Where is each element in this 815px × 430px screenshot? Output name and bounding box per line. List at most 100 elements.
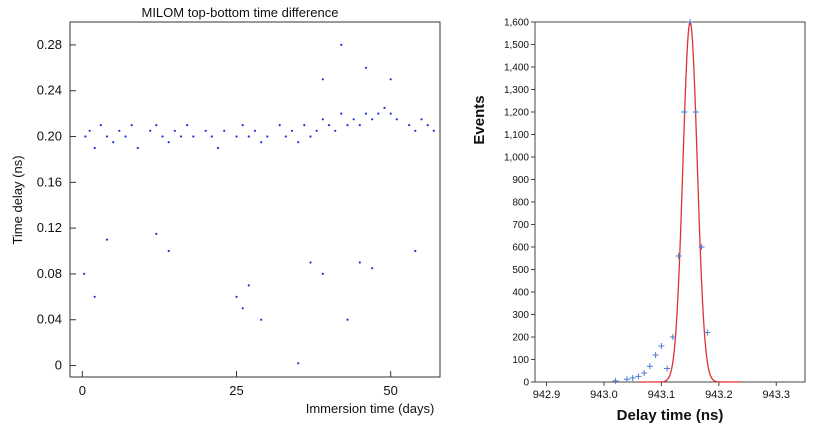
scatter-point-46 (389, 112, 392, 115)
scatter-point-61 (260, 318, 263, 321)
scatter-point-11 (155, 124, 158, 127)
scatter-point-35 (321, 118, 324, 121)
scatter-point-49 (414, 129, 417, 132)
scatter-point-14 (173, 129, 176, 132)
scatter-point-68 (371, 267, 374, 270)
scatter-point-69 (414, 249, 417, 253)
scatter-point-6 (118, 129, 121, 132)
scatter-point-10 (149, 129, 152, 132)
scatter-point-60 (247, 284, 250, 287)
right-y-tick-label: 300 (512, 310, 529, 321)
scatter-point-66 (346, 318, 349, 321)
scatter-point-28 (278, 124, 281, 127)
left-y-axis-ticks: 0 0.04 0.08 0.12 0.16 0.20 0.24 0.28 (37, 37, 76, 373)
scatter-point-62 (297, 362, 300, 365)
right-y-tick-label: 900 (512, 175, 529, 186)
scatter-point-2 (93, 146, 96, 150)
data-point-1 (623, 376, 630, 383)
scatter-point-50 (420, 118, 423, 121)
right-y-axis-ticks: 0 100 200 300 400 500 600 700 800 900 1,000 1,100 1,… (504, 18, 535, 389)
scatter-point-59 (241, 307, 244, 310)
scatter-point-56 (155, 232, 158, 235)
right-y-tick-label: 400 (512, 288, 529, 299)
right-y-tick-label: 100 (512, 355, 529, 366)
right-y-tick-label: 1,400 (504, 63, 529, 74)
scatter-point-3 (99, 124, 102, 127)
scatter-point-71 (364, 66, 368, 69)
scatter-point-25 (253, 129, 257, 132)
scatter-point-26 (260, 141, 263, 144)
scatter-point-16 (186, 124, 189, 127)
scatter-point-70 (389, 78, 392, 81)
right-y-axis-label: Events (471, 95, 488, 144)
scatter-point-0 (84, 135, 87, 138)
right-x-tick-label: 943.0 (590, 389, 618, 401)
data-point-4 (641, 370, 648, 376)
left-y-tick-label: 0 (55, 358, 62, 373)
right-x-axis-ticks: 942.9 943.0 943.1 943.2 943.3 (533, 382, 790, 401)
scatter-point-29 (284, 135, 287, 138)
scatter-point-40 (352, 118, 355, 121)
right-y-tick-label: 500 (512, 265, 529, 276)
right-x-tick-label: 943.2 (705, 389, 733, 401)
scatter-point-53 (83, 272, 86, 275)
scatter-point-44 (377, 112, 380, 115)
scatter-point-18 (204, 129, 207, 132)
scatter-point-37 (334, 129, 337, 132)
scatter-point-47 (395, 118, 398, 121)
scatter-point-21 (223, 129, 226, 132)
scatter-point-54 (93, 295, 96, 298)
scatter-point-64 (321, 272, 324, 275)
right-y-tick-label: 1,300 (504, 85, 529, 96)
data-point-14 (698, 244, 705, 250)
data-point-7 (658, 343, 665, 349)
data-point-8 (664, 365, 671, 372)
right-histogram-chart: 0 100 200 300 400 500 600 700 800 900 1,000 1,100 1,… (471, 18, 806, 424)
scatter-point-15 (179, 135, 183, 138)
left-y-tick-label: 0.28 (37, 37, 62, 52)
left-y-tick-label: 0.20 (37, 129, 62, 144)
scatter-point-65 (340, 43, 343, 47)
right-x-tick-label: 943.1 (648, 389, 676, 401)
scatter-point-8 (130, 124, 133, 127)
scatter-point-24 (247, 135, 250, 138)
data-point-0 (612, 377, 619, 384)
left-chart-title: MILOM top-bottom time difference (141, 5, 338, 20)
right-x-axis-label: Delay time (ns) (617, 407, 724, 424)
left-y-tick-label: 0.24 (37, 83, 62, 98)
right-y-tick-label: 800 (512, 198, 529, 209)
gaussian-fit-curve (638, 20, 742, 383)
right-y-tick-label: 1,000 (504, 153, 529, 164)
scatter-point-51 (426, 124, 429, 127)
right-y-tick-label: 600 (512, 243, 529, 254)
scatter-point-41 (358, 124, 361, 127)
right-y-tick-label: 1,500 (504, 40, 529, 51)
left-x-axis-ticks: 0 25 50 (79, 371, 398, 398)
left-x-tick-label: 50 (383, 383, 397, 398)
left-y-tick-label: 0.16 (37, 174, 62, 189)
scatter-point-13 (167, 141, 170, 144)
scatter-point-55 (105, 238, 109, 241)
scatter-point-20 (216, 146, 220, 150)
data-point-5 (646, 363, 653, 370)
scatter-point-9 (136, 146, 139, 150)
right-data-points (612, 19, 711, 384)
scatter-point-33 (309, 135, 312, 138)
scatter-point-57 (167, 249, 170, 253)
data-point-12 (687, 19, 694, 25)
right-y-tick-label: 700 (512, 220, 529, 231)
scatter-point-32 (303, 124, 306, 127)
data-point-11 (681, 109, 688, 115)
scatter-point-23 (241, 124, 244, 127)
right-plot-frame (534, 21, 806, 383)
left-scatter-chart: MILOM top-bottom time difference 0 0.04 0.… (10, 5, 441, 416)
scatter-point-30 (290, 129, 294, 132)
scatter-point-43 (371, 118, 374, 121)
left-y-tick-label: 0.12 (37, 220, 62, 235)
scatter-point-4 (105, 135, 109, 138)
data-point-6 (652, 352, 659, 358)
data-point-2 (629, 374, 636, 381)
scatter-point-45 (383, 106, 386, 109)
data-point-9 (669, 334, 676, 340)
